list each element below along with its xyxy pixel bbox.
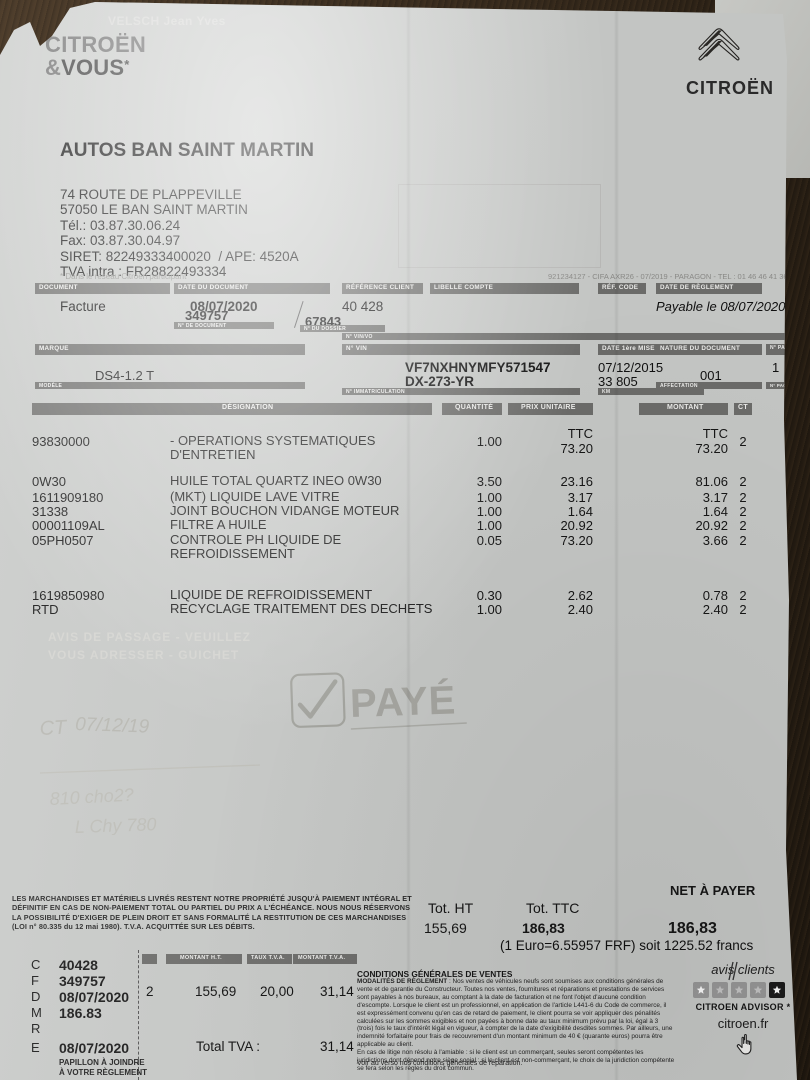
svg-text:L Chy 780: L Chy 780 <box>74 814 156 835</box>
svg-text:CT: CT <box>40 717 69 740</box>
svg-text:07/12/19: 07/12/19 <box>75 714 150 738</box>
svg-text:810 cho2?: 810 cho2? <box>49 785 134 809</box>
svg-text:citroen.fr: citroen.fr <box>718 1016 769 1031</box>
svg-text:avis clients: avis clients <box>711 962 775 977</box>
svg-text:PAYÉ: PAYÉ <box>349 677 457 726</box>
svg-text:CITROEN ADVISOR *: CITROEN ADVISOR * <box>696 1002 791 1012</box>
